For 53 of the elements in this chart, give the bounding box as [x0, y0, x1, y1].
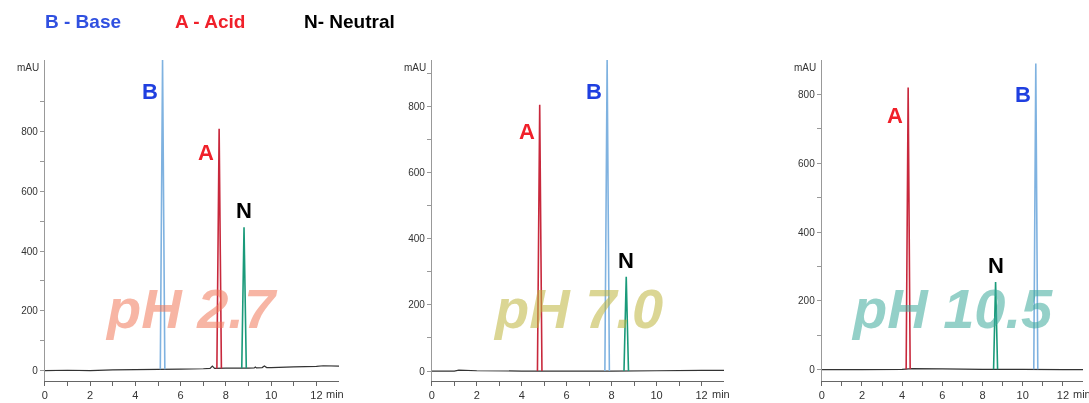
y-tick-label: 400 [21, 245, 39, 257]
x-tick-label: 12 [695, 389, 708, 402]
y-tick-label: 600 [798, 157, 816, 169]
x-tick-label: 0 [818, 389, 825, 402]
x-tick-label: 10 [1016, 389, 1029, 402]
x-tick-label: 6 [177, 389, 184, 402]
series-label: N [988, 253, 1004, 278]
y-tick-label: 0 [32, 365, 39, 377]
x-tick-label: 0 [428, 389, 435, 402]
x-tick-label: 10 [265, 389, 278, 402]
x-tick-label: 4 [899, 389, 906, 402]
series-label: N [236, 198, 252, 223]
x-tick-label: 8 [979, 389, 986, 402]
x-tick-label: 8 [222, 389, 229, 402]
series-label: A [887, 103, 903, 128]
y-tick-label: 200 [408, 299, 426, 311]
series-label: B [1015, 82, 1031, 107]
y-axis-title: mAU [17, 62, 40, 73]
y-tick-label: 800 [798, 88, 816, 100]
text: B - Base [45, 11, 122, 32]
text: A - Acid [175, 11, 246, 32]
y-tick-label: 800 [21, 126, 39, 138]
series-label: A [519, 119, 535, 144]
x-tick-label: 12 [310, 389, 323, 402]
x-tick-label: 6 [939, 389, 946, 402]
y-axis-title: mAU [404, 62, 427, 73]
y-tick-label: 400 [798, 226, 816, 238]
x-tick-label: 6 [563, 389, 570, 402]
y-tick-label: 800 [408, 100, 426, 112]
y-tick-label: 200 [798, 295, 816, 307]
x-tick-label: 10 [650, 389, 663, 402]
series-label: B [586, 79, 602, 104]
series-label: A [198, 140, 214, 165]
x-tick-label: 4 [132, 389, 139, 402]
x-tick-label: 12 [1056, 389, 1070, 402]
y-tick-label: 400 [408, 233, 426, 245]
x-axis-title: min [712, 388, 730, 400]
y-tick-label: 0 [419, 365, 426, 377]
x-tick-label: 2 [87, 389, 94, 402]
series-label: B [142, 79, 158, 104]
x-tick-label: 4 [518, 389, 525, 402]
y-axis-title: mAU [794, 62, 817, 73]
y-tick-label: 600 [21, 185, 39, 197]
y-tick-label: 0 [809, 364, 816, 376]
x-axis-title: min [326, 388, 344, 400]
x-tick-label: 0 [41, 389, 48, 402]
y-tick-label: 200 [21, 305, 39, 317]
x-tick-label: 2 [858, 389, 865, 402]
x-tick-label: 2 [473, 389, 480, 402]
y-tick-label: 600 [408, 167, 426, 179]
text: N- Neutral [304, 11, 395, 32]
series-label: N [618, 248, 634, 273]
x-tick-label: 8 [608, 389, 615, 402]
